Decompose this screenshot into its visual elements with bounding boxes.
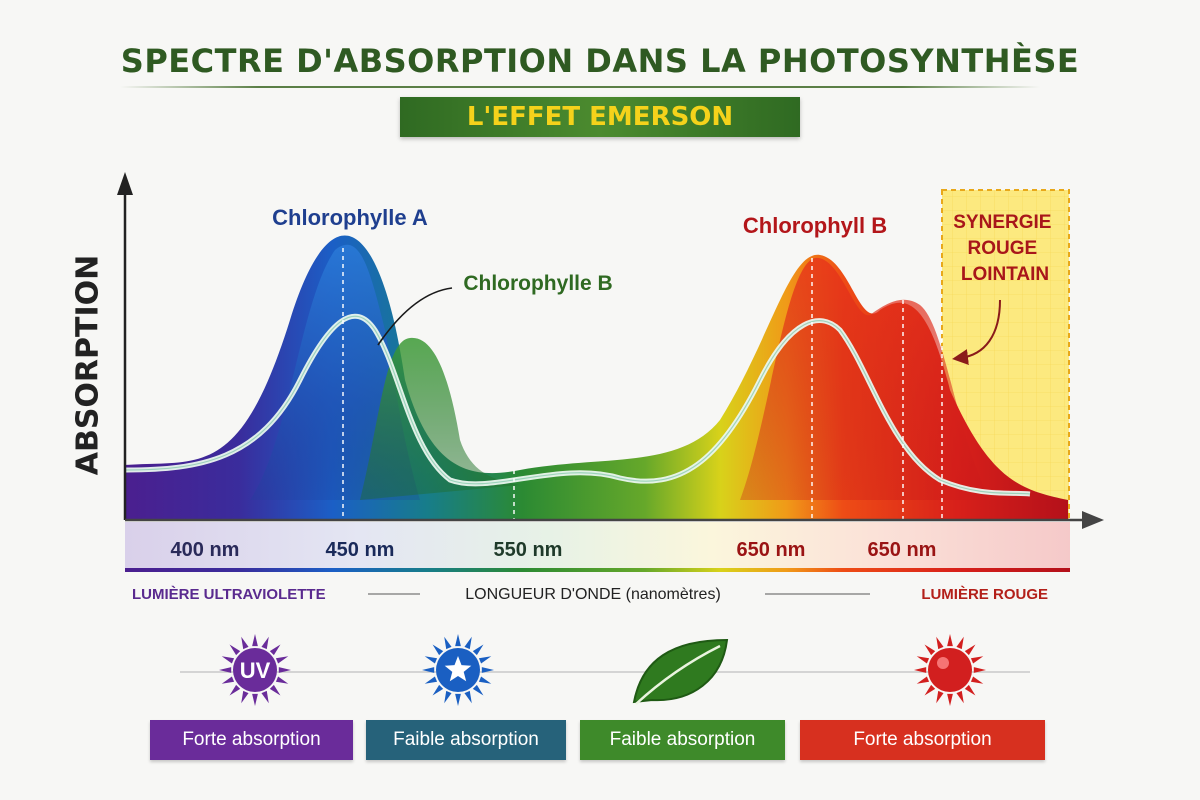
x-tick-label: 650 nm: [868, 539, 937, 561]
wavelength-strip: [125, 522, 1070, 570]
svg-text:UV: UV: [240, 658, 271, 683]
x-tick-label: 400 nm: [171, 539, 240, 561]
chlorophyll-b-label: Chlorophylle B: [463, 272, 612, 295]
x-tick-label: 650 nm: [737, 539, 806, 561]
uv-sun-icon: UV: [219, 634, 291, 706]
x-tick-label: 550 nm: [494, 539, 563, 561]
x-axis-arrow: [1082, 511, 1104, 529]
x-tick-label: 450 nm: [326, 539, 395, 561]
uv-light-label: LUMIÈRE ULTRAVIOLETTE: [132, 586, 326, 603]
chlorophyll-a-label: Chlorophylle A: [272, 205, 428, 230]
x-tick-labels: 400 nm 450 nm 550 nm 650 nm 650 nm: [171, 539, 937, 561]
spectrum-bar: [125, 568, 1070, 572]
dashed-markers: [342, 248, 943, 520]
chart-title: SPECTRE D'ABSORPTION DANS LA PHOTOSYNTHÈ…: [120, 42, 1080, 80]
far-red-label: SYNERGIE ROUGE LOINTAIN: [953, 212, 1056, 285]
chlorophyll-b-red-label: Chlorophyll B: [743, 213, 887, 238]
badge-blue-absorption: Faible absorption: [366, 720, 566, 760]
blue-star-sun-icon: [422, 634, 494, 706]
x-axis-label: LONGUEUR D'ONDE (nanomètres): [465, 586, 721, 603]
y-axis-arrow: [117, 172, 133, 195]
chart-subtitle: L'EFFET EMERSON: [400, 97, 800, 137]
chlorophyll-b-peak: [360, 337, 520, 500]
leaf-icon: [632, 638, 729, 705]
pale-absorption-curve-edge: [124, 315, 1031, 495]
badge-red-absorption: Forte absorption: [800, 720, 1045, 760]
red-sun-icon: [914, 634, 986, 706]
far-red-arrow: [952, 299, 1001, 365]
badge-uv-absorption: Forte absorption: [150, 720, 353, 760]
red-light-label: LUMIÈRE ROUGE: [921, 586, 1048, 603]
chlorophyll-b-pointer: [377, 287, 453, 346]
badge-green-absorption: Faible absorption: [580, 720, 785, 760]
title-divider: [120, 86, 1040, 88]
